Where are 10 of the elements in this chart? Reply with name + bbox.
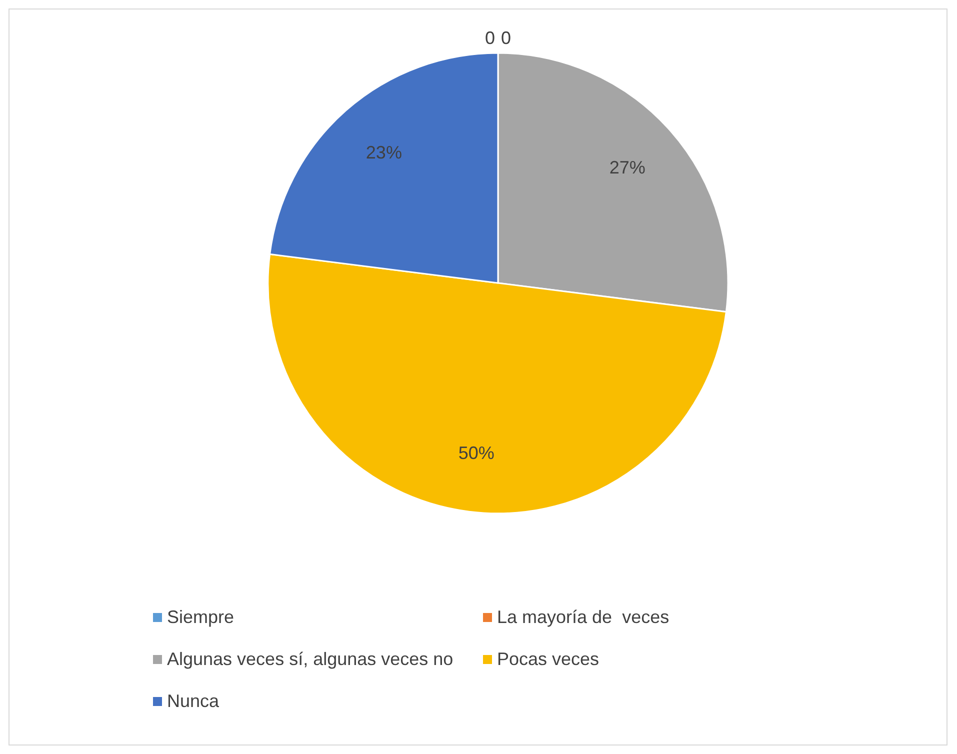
text: 0 xyxy=(484,28,496,48)
data-label: 50% xyxy=(458,442,494,463)
legend-label: Pocas veces xyxy=(497,648,600,669)
legend-label: Algunas veces sí, algunas veces no xyxy=(167,648,454,669)
legend-label: Siempre xyxy=(167,606,234,627)
legend-label: Nunca xyxy=(167,690,220,711)
data-label: 27% xyxy=(609,158,646,178)
legend-label: La mayoría de veces xyxy=(497,606,670,627)
text: 0 xyxy=(500,28,512,48)
data-label: 23% xyxy=(366,142,402,162)
